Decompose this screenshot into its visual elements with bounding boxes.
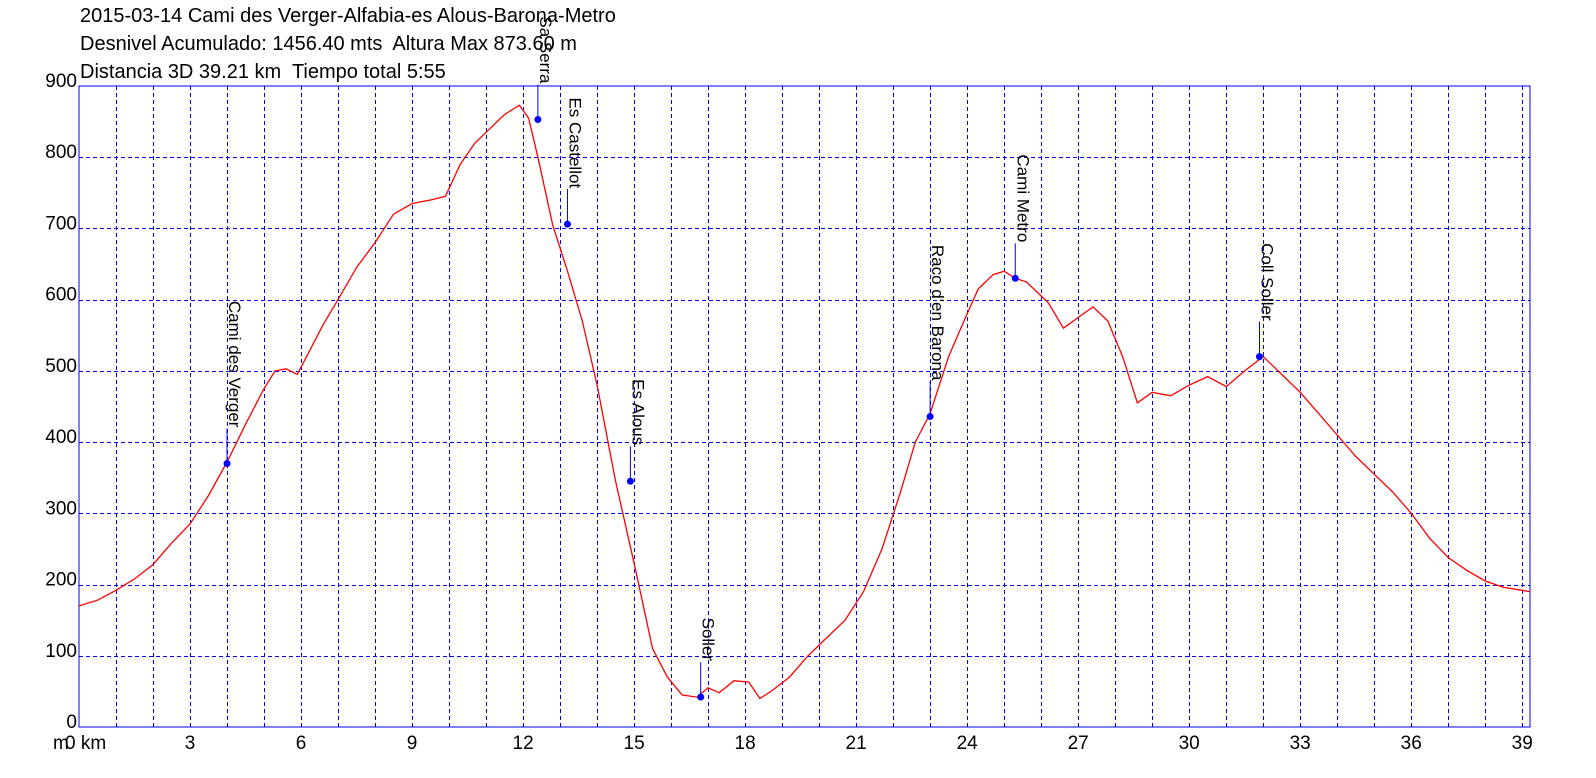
waypoint-label: Es Castellot	[565, 97, 584, 188]
grid-lines	[79, 86, 1530, 727]
y-tick-label: 300	[45, 498, 77, 519]
waypoint-label: Coll Soller	[1257, 243, 1276, 321]
waypoint-label: Soller	[699, 618, 718, 662]
waypoint: Cami Metro	[1011, 154, 1032, 282]
y-tick-label: 200	[45, 570, 77, 591]
x-tick-label: 24	[957, 733, 979, 754]
x-axis: 0 km 3 6 9 12 15 18 21 24 27 30 33 36 39	[65, 733, 1533, 754]
chart-title-line-1: 2015-03-14 Cami des Verger-Alfabia-es Al…	[80, 5, 616, 27]
waypoint: Raco d'en Barona	[926, 245, 947, 420]
x-tick-label: 9	[407, 733, 418, 754]
waypoint-label: Cami Metro	[1013, 154, 1032, 242]
chart-title-line-2: Desnivel Acumulado: 1456.40 mts Altura M…	[80, 33, 577, 55]
x-tick-label: 30	[1179, 733, 1200, 754]
waypoint: Soller	[697, 618, 718, 701]
x-tick-label: 33	[1290, 733, 1311, 754]
x-tick-label: 21	[846, 733, 867, 754]
waypoint-label: Raco d'en Barona	[928, 245, 947, 381]
y-tick-label: 600	[45, 285, 77, 306]
waypoint-label: Sa Serra	[536, 16, 555, 84]
waypoint: Cami des Verger	[223, 301, 244, 467]
plot-frame	[78, 85, 1531, 728]
waypoints: Cami des Verger Sa Serra Es Castellot Es Al…	[223, 16, 1276, 701]
x-tick-label: 36	[1401, 733, 1422, 754]
elevation-line	[78, 104, 1531, 700]
y-tick-label: 700	[45, 213, 77, 234]
chart-title-line-3: Distancia 3D 39.21 km Tiempo total 5:55	[80, 61, 446, 83]
waypoint: Es Alous	[626, 379, 647, 485]
x-tick-label: 15	[624, 733, 645, 754]
waypoint: Es Castellot	[563, 97, 584, 228]
y-tick-label: 400	[45, 427, 77, 448]
x-tick-label: 12	[513, 733, 534, 754]
waypoint-label: Es Alous	[628, 379, 647, 445]
y-tick-label: 0	[66, 712, 77, 733]
x-tick-label: 27	[1068, 733, 1089, 754]
y-tick-label: 800	[45, 142, 77, 163]
x-tick-label: 18	[735, 733, 756, 754]
waypoint-label: Cami des Verger	[225, 301, 244, 428]
x-axis-unit-label: m	[53, 733, 69, 754]
y-tick-label: 900	[45, 71, 77, 92]
y-axis: 0 100 200 300 400 500 600 700 800 900	[45, 71, 77, 733]
x-tick-label: 6	[296, 733, 307, 754]
x-tick-label: 3	[185, 733, 196, 754]
x-tick-label: 39	[1512, 733, 1533, 754]
waypoint: Sa Serra	[534, 16, 555, 123]
y-tick-label: 500	[45, 356, 77, 377]
x-tick-label: 0 km	[65, 733, 106, 754]
y-tick-label: 100	[45, 641, 77, 662]
waypoint: Coll Soller	[1255, 243, 1276, 361]
